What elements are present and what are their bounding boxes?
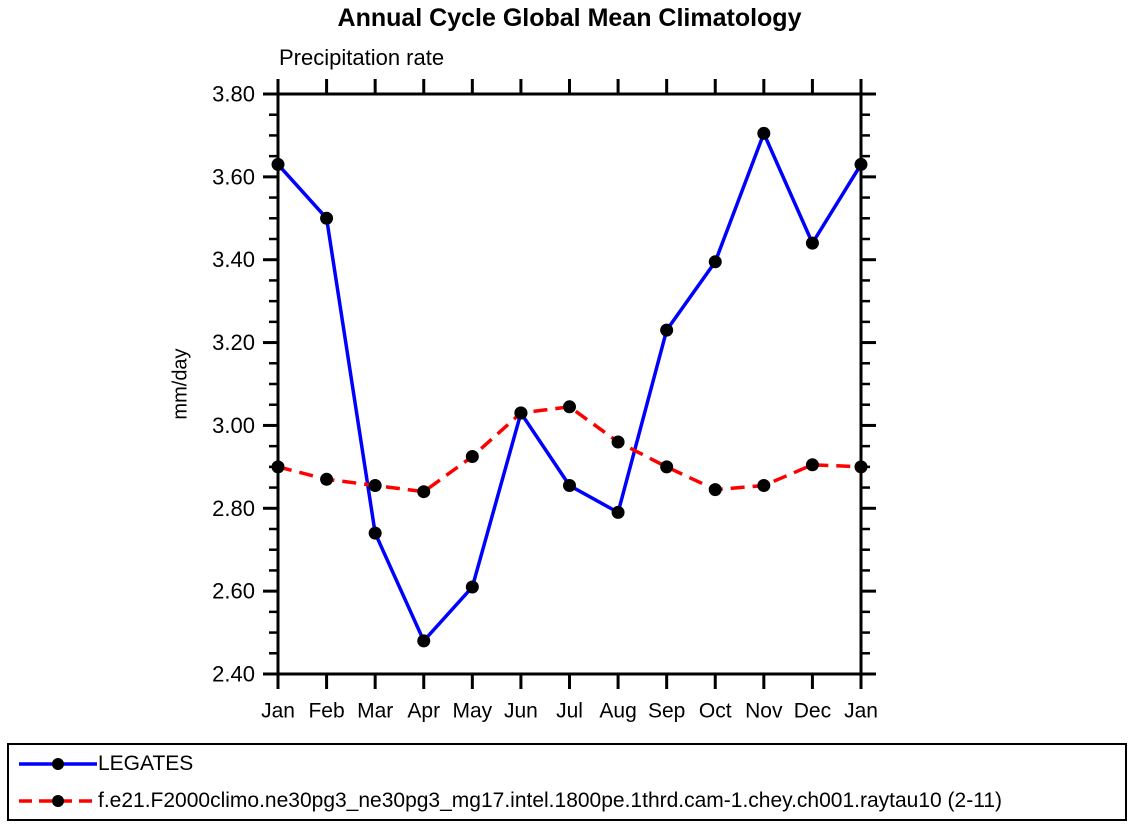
svg-text:Aug: Aug bbox=[599, 699, 636, 722]
svg-text:2.60: 2.60 bbox=[212, 579, 255, 604]
chart-title: Annual Cycle Global Mean Climatology bbox=[337, 4, 802, 32]
legend-item: LEGATES bbox=[9, 745, 1125, 782]
svg-text:May: May bbox=[452, 699, 492, 722]
chart-subtitle: Precipitation rate bbox=[279, 45, 445, 70]
svg-text:Jul: Jul bbox=[556, 699, 583, 722]
svg-text:Mar: Mar bbox=[357, 699, 393, 722]
legend-line-dashed-icon bbox=[19, 794, 97, 807]
svg-text:Jan: Jan bbox=[844, 699, 878, 722]
legend-label-model-run: f.e21.F2000climo.ne30pg3_ne30pg3_mg17.in… bbox=[98, 789, 1003, 812]
legend: LEGATES f.e21.F2000climo.ne30pg3_ne30pg3… bbox=[7, 743, 1127, 821]
svg-text:3.80: 3.80 bbox=[212, 82, 255, 107]
svg-text:3.20: 3.20 bbox=[212, 330, 255, 355]
svg-text:3.60: 3.60 bbox=[212, 164, 255, 189]
svg-text:3.00: 3.00 bbox=[212, 413, 255, 438]
svg-text:3.40: 3.40 bbox=[212, 247, 255, 272]
svg-text:Nov: Nov bbox=[745, 699, 783, 722]
svg-text:Oct: Oct bbox=[699, 699, 732, 722]
legend-label-legates: LEGATES bbox=[98, 752, 194, 775]
svg-text:Sep: Sep bbox=[648, 699, 685, 722]
legend-item: f.e21.F2000climo.ne30pg3_ne30pg3_mg17.in… bbox=[9, 782, 1125, 819]
svg-text:Feb: Feb bbox=[308, 699, 344, 722]
svg-text:2.40: 2.40 bbox=[212, 662, 255, 687]
svg-text:Jun: Jun bbox=[504, 699, 538, 722]
legend-line-solid-icon bbox=[19, 757, 97, 770]
plot-area: 2.40 2.60 2.80 3.00 3.20 3.40 3.60 3.80 Jan Feb Ma… bbox=[212, 79, 878, 722]
svg-text:Dec: Dec bbox=[794, 699, 831, 722]
svg-text:Apr: Apr bbox=[407, 699, 440, 722]
svg-text:Jan: Jan bbox=[261, 699, 295, 722]
svg-text:2.80: 2.80 bbox=[212, 496, 255, 521]
